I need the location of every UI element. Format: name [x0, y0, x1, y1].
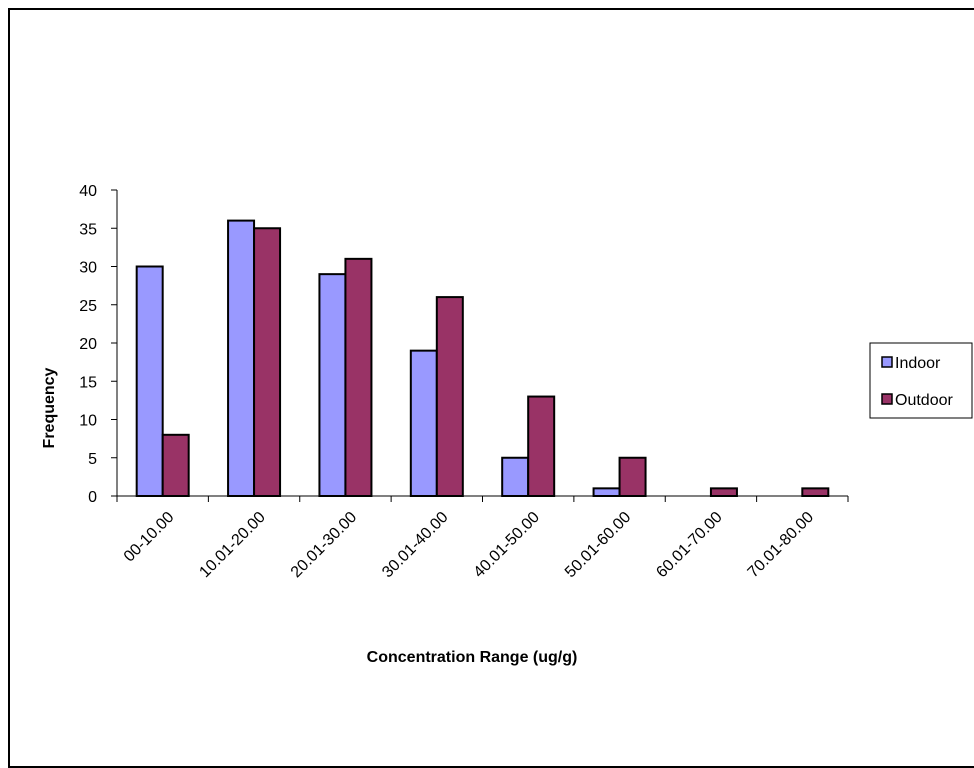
- bar-outdoor: [161, 433, 190, 497]
- bar-outdoor: [527, 395, 556, 497]
- x-tick-label: 30.01-40.00: [379, 509, 451, 581]
- x-tick-label: 10.01-20.00: [196, 509, 268, 581]
- legend: Indoor Outdoor: [869, 342, 973, 419]
- chart: 0 5 10 15 20 25 30 35 40 00-10.00 10.01-20.00 20.0…: [41, 183, 973, 666]
- y-tick-label: 25: [79, 298, 97, 315]
- y-axis: 0 5 10 15 20 25 30 35 40: [79, 183, 118, 506]
- y-tick-label: 20: [79, 336, 97, 353]
- x-axis-title: Concentration Range (ug/g): [367, 649, 578, 666]
- x-tick-label: 50.01-60.00: [562, 509, 634, 581]
- bar-outdoor: [435, 296, 464, 497]
- bar-outdoor: [253, 227, 282, 497]
- bar-outdoor: [801, 487, 830, 498]
- y-tick-label: 15: [79, 374, 97, 391]
- y-tick-label: 40: [79, 183, 97, 200]
- x-tick-label: 40.01-50.00: [471, 509, 543, 581]
- y-tick-label: 0: [88, 489, 97, 506]
- y-axis-title: Frequency: [41, 367, 58, 448]
- bar-indoor: [318, 273, 347, 497]
- legend-label-indoor: Indoor: [895, 355, 941, 372]
- y-tick-label: 5: [88, 451, 97, 468]
- bar-outdoor: [618, 456, 647, 497]
- x-axis: 00-10.00 10.01-20.00 20.01-30.00 30.01-40.0…: [116, 495, 849, 581]
- x-tick-label: 20.01-30.00: [288, 509, 360, 581]
- y-tick-label: 35: [79, 221, 97, 238]
- bar-indoor: [409, 349, 438, 497]
- x-tick-label: 70.01-80.00: [745, 509, 817, 581]
- bar-indoor: [501, 456, 530, 497]
- legend-label-outdoor: Outdoor: [895, 392, 953, 409]
- bar-outdoor: [344, 257, 373, 497]
- x-tick-label: 60.01-70.00: [653, 509, 725, 581]
- y-tick-label: 10: [79, 413, 97, 430]
- legend-box: [869, 342, 973, 419]
- bar-indoor: [135, 265, 164, 497]
- bar-indoor: [592, 487, 621, 498]
- bar-outdoor: [709, 487, 738, 498]
- legend-swatch-outdoor: [881, 393, 893, 405]
- x-tick-label: 00-10.00: [121, 509, 178, 566]
- bars: [135, 219, 830, 498]
- y-tick-label: 30: [79, 260, 97, 277]
- bar-indoor: [227, 219, 256, 497]
- legend-swatch-indoor: [881, 356, 893, 368]
